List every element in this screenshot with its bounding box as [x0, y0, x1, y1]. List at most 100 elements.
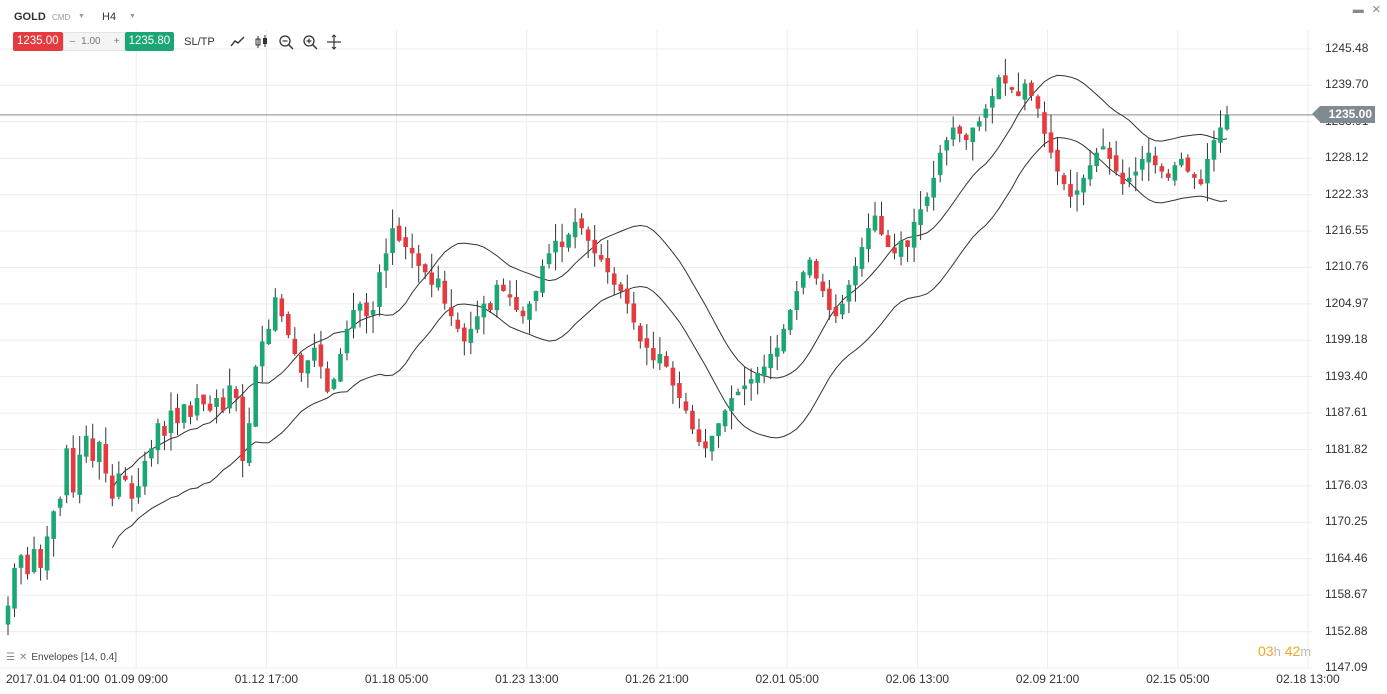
candle-down	[462, 327, 467, 342]
price-tick-label: 1164.46	[1325, 550, 1368, 565]
price-tick-label: 1210.76	[1325, 259, 1369, 274]
minimize-icon[interactable]: ▬	[1352, 4, 1364, 16]
candle-up	[755, 372, 760, 383]
candle-down	[1035, 96, 1041, 109]
candle-up	[57, 498, 63, 508]
candle-up	[657, 354, 663, 364]
candle-up	[357, 303, 363, 311]
volume-stepper[interactable]: – 1.00 +	[62, 32, 125, 51]
close-icon[interactable]: ✕	[1371, 4, 1381, 16]
candle-up	[383, 253, 389, 271]
candle-down	[38, 549, 43, 568]
candlestick-icon[interactable]	[253, 33, 271, 51]
candle-down	[109, 475, 115, 499]
indicator-menu-icon[interactable]: ☰	[6, 652, 15, 663]
chart-header: GOLD CMD ▼ H4 ▼ ▬ ✕	[0, 0, 1387, 32]
candle-up	[924, 196, 930, 207]
candle-down	[240, 396, 245, 461]
candle-up	[853, 265, 858, 286]
volume-value[interactable]: 1.00	[81, 36, 101, 47]
candle-down	[1016, 91, 1021, 97]
symbol-name[interactable]: GOLD	[14, 11, 46, 23]
candle-up	[761, 366, 767, 377]
candle-up	[1172, 165, 1178, 181]
candle-up	[976, 121, 982, 127]
candle-down	[611, 273, 617, 285]
candle-down	[1113, 155, 1119, 172]
candle-down	[409, 247, 415, 254]
crosshair-icon[interactable]	[325, 33, 343, 51]
candle-down	[325, 368, 330, 392]
candle-down	[416, 253, 421, 266]
candle-up	[468, 328, 474, 343]
symbol-dropdown-icon[interactable]: ▼	[78, 13, 85, 20]
candle-down	[1009, 87, 1015, 90]
candle-down	[683, 401, 689, 411]
candle-up	[136, 486, 141, 498]
candle-up	[859, 247, 865, 269]
buy-button[interactable]: 1235.80	[124, 32, 175, 51]
countdown-minutes: 42	[1284, 643, 1301, 659]
price-tick-label: 1228.12	[1325, 150, 1369, 165]
zoom-out-icon[interactable]	[277, 33, 295, 51]
candle-up	[155, 423, 161, 451]
candle-up	[846, 284, 852, 302]
candle-up	[390, 228, 395, 254]
candle-down	[1003, 75, 1008, 84]
candlestick-series	[5, 58, 1230, 636]
indicator-remove-icon[interactable]: ✕	[18, 652, 28, 663]
candle-up	[312, 347, 317, 361]
candle-down	[292, 338, 298, 355]
time-tick-label: 02.15 05:00	[1146, 672, 1210, 686]
candle-down	[1061, 175, 1067, 185]
candle-up	[748, 379, 754, 384]
time-tick-label: 01.12 17:00	[234, 672, 299, 686]
candle-up	[1094, 152, 1099, 167]
candle-down	[1152, 155, 1158, 166]
candle-up	[983, 108, 989, 118]
window-controls: ▬ ✕	[1348, 3, 1381, 16]
envelope-upper-line	[111, 74, 1228, 490]
candle-up	[31, 549, 37, 573]
candle-down	[814, 260, 819, 279]
chart-grid	[0, 30, 1312, 669]
indicator-label[interactable]: Envelopes [14, 0.4]	[31, 652, 117, 663]
candle-down	[448, 307, 454, 317]
candle-up	[735, 391, 741, 396]
candle-down	[514, 296, 519, 310]
candle-up	[937, 152, 943, 176]
candle-up	[1146, 152, 1152, 163]
candle-up	[918, 209, 923, 226]
price-tick-label: 1199.18	[1325, 332, 1368, 347]
price-tick-label: 1181.82	[1325, 441, 1368, 456]
candle-down	[957, 126, 963, 134]
candle-up	[1211, 140, 1217, 160]
zoom-in-icon[interactable]	[301, 33, 319, 51]
timeframe-dropdown-icon[interactable]: ▼	[129, 13, 136, 20]
timeframe-selector[interactable]: H4	[102, 11, 117, 23]
candle-up	[338, 354, 343, 382]
sltp-button[interactable]: SL/TP	[184, 35, 215, 48]
volume-decrease-button[interactable]: –	[69, 36, 76, 47]
line-chart-icon[interactable]	[229, 33, 247, 51]
candle-down	[690, 410, 695, 430]
candle-up	[872, 215, 878, 231]
candle-down	[442, 280, 448, 304]
candle-up	[807, 259, 813, 276]
candle-down	[559, 241, 565, 248]
time-tick-label: 02.18 13:00	[1276, 672, 1340, 686]
volume-increase-button[interactable]: +	[113, 36, 120, 47]
candle-up	[253, 366, 259, 427]
candle-down	[25, 554, 30, 575]
candle-up	[1074, 190, 1080, 195]
candle-up	[742, 385, 747, 390]
candle-up	[729, 398, 734, 412]
candle-down	[1029, 82, 1034, 97]
time-tick-label: 01.09 09:00	[104, 672, 168, 686]
candle-up	[494, 284, 500, 311]
candle-up	[1205, 158, 1210, 184]
sell-button[interactable]: 1235.00	[13, 32, 63, 51]
candle-up	[709, 435, 715, 452]
candle-up	[5, 605, 11, 625]
